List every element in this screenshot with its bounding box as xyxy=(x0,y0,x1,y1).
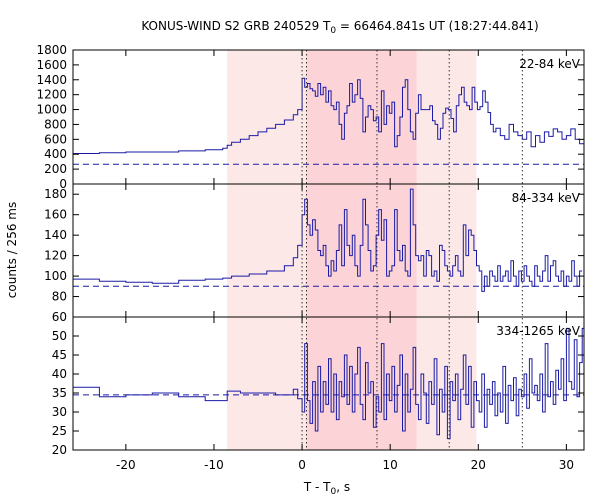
x-tick-label-30: 30 xyxy=(559,458,574,472)
x-axis-label: T - T0, s xyxy=(303,480,350,497)
y-tick-label-0-400: 400 xyxy=(44,147,67,161)
panel-frame-2 xyxy=(72,316,585,451)
chart-title: KONUS-WIND S2 GRB 240529 T0 = 66464.841s… xyxy=(141,19,538,36)
y-tick-label-1-160: 160 xyxy=(44,208,67,222)
y-axis-label: counts / 256 ms xyxy=(5,202,19,298)
y-tick-label-0-200: 200 xyxy=(44,162,67,176)
y-tick-label-0-1400: 1400 xyxy=(36,73,67,87)
y-tick-label-0-800: 800 xyxy=(44,117,67,131)
y-tick-label-0-600: 600 xyxy=(44,132,67,146)
energy-band-label-2: 334-1265 keV xyxy=(496,324,580,338)
y-tick-label-1-60: 60 xyxy=(52,310,67,324)
y-tick-label-1-180: 180 xyxy=(44,187,67,201)
y-tick-label-0-1200: 1200 xyxy=(36,88,67,102)
light-curve-series-1 xyxy=(73,188,583,292)
y-tick-label-1-80: 80 xyxy=(52,290,67,304)
energy-band-label-1: 84-334 keV xyxy=(512,191,581,205)
y-tick-label-1-120: 120 xyxy=(44,249,67,263)
series-layer xyxy=(73,77,585,440)
y-tick-label-1-100: 100 xyxy=(44,269,67,283)
y-tick-label-2-45: 45 xyxy=(52,348,67,362)
x-tick-label-0: 0 xyxy=(298,458,306,472)
y-tick-label-0-0: 0 xyxy=(59,177,67,191)
x-tick-label--20: -20 xyxy=(116,458,136,472)
y-tick-label-0-1600: 1600 xyxy=(36,58,67,72)
x-tick-label-10: 10 xyxy=(383,458,398,472)
y-tick-label-2-20: 20 xyxy=(52,443,67,457)
y-tick-label-2-40: 40 xyxy=(52,367,67,381)
light-curve-series-2 xyxy=(73,327,584,440)
marker-layer xyxy=(301,50,523,450)
x-tick-label--10: -10 xyxy=(204,458,224,472)
y-tick-label-2-35: 35 xyxy=(52,386,67,400)
y-tick-label-2-25: 25 xyxy=(52,424,67,438)
energy-band-label-0: 22-84 keV xyxy=(519,57,581,71)
y-tick-label-2-50: 50 xyxy=(52,329,67,343)
y-tick-label-0-1800: 1800 xyxy=(36,43,67,57)
y-tick-label-0-1000: 1000 xyxy=(36,103,67,117)
y-tick-label-2-30: 30 xyxy=(52,405,67,419)
x-tick-label-20: 20 xyxy=(471,458,486,472)
y-tick-label-1-140: 140 xyxy=(44,228,67,242)
